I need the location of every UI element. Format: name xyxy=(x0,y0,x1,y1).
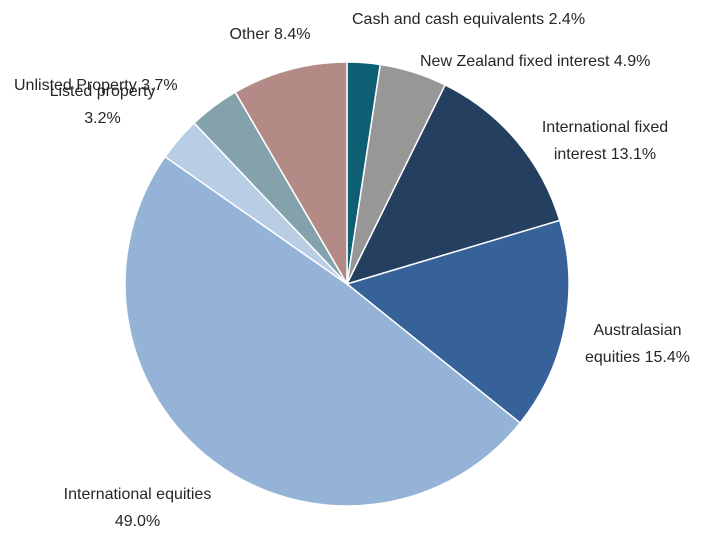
value-label: 3.7% xyxy=(141,77,178,94)
slice xyxy=(345,219,570,425)
slice xyxy=(234,61,348,287)
slice-label: Other 8.4% xyxy=(200,21,340,48)
value-label: 8.4% xyxy=(274,26,311,43)
category-name: New Zealand fixed interest xyxy=(420,53,610,70)
value-label: 13.1% xyxy=(610,146,657,163)
slice xyxy=(124,155,522,507)
slice-label: International equities 49.0% xyxy=(60,481,215,533)
value-label: 49.0% xyxy=(114,513,161,530)
category-name: Australasian equities xyxy=(585,322,682,366)
category-name: Listed property xyxy=(49,83,156,100)
category-name: Other xyxy=(229,26,270,43)
slice-label: Australasian equities 15.4% xyxy=(570,317,705,371)
category-name: Unlisted Property xyxy=(14,77,137,94)
category-name: International fixed interest xyxy=(541,119,669,163)
value-label: 4.9% xyxy=(613,53,651,70)
value-label: 3.2% xyxy=(84,110,121,127)
slice-label: Cash and cash equivalents 2.4% xyxy=(352,6,652,33)
category-name: International equities xyxy=(63,486,212,503)
slice-label: New Zealand fixed interest 4.9% xyxy=(420,48,705,75)
slice-label: International fixed interest 13.1% xyxy=(530,114,680,168)
value-label: 15.4% xyxy=(644,349,690,366)
value-label: 2.4% xyxy=(548,11,586,28)
slice-label: Listed property 3.2% xyxy=(30,78,175,132)
category-name: Cash and cash equivalents xyxy=(352,11,545,28)
slice xyxy=(345,83,561,286)
slice-label: Unlisted Property 3.7% xyxy=(14,72,264,99)
